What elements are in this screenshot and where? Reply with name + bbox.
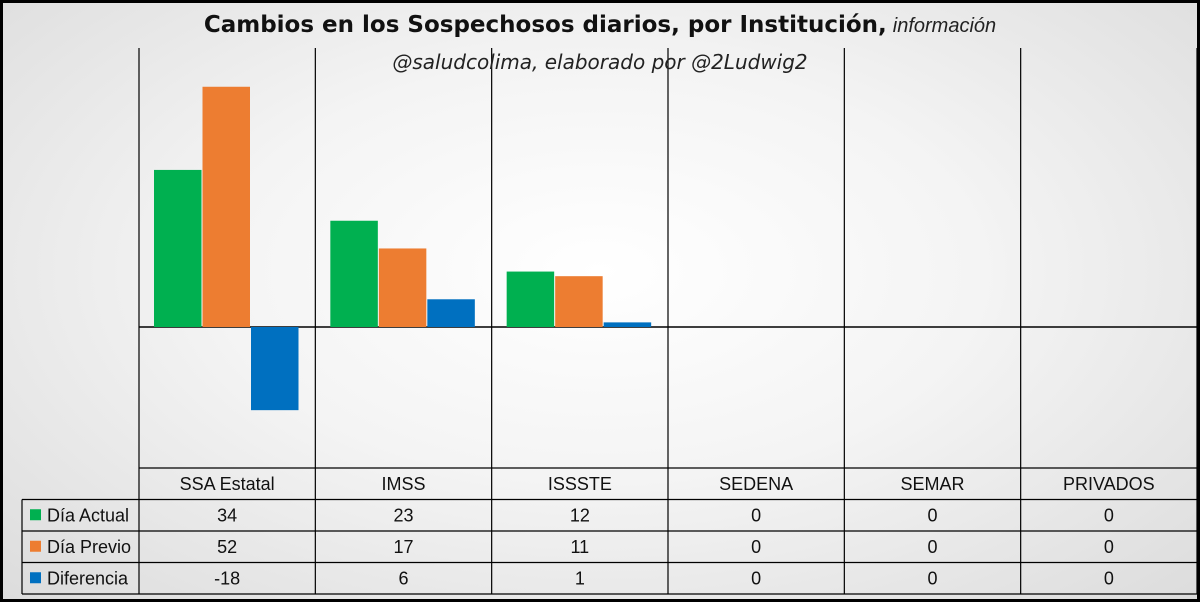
legend-key-diferencia	[30, 572, 41, 584]
bar-diferencia-issste	[603, 322, 652, 327]
data-value-dia-actual-issste: 12	[570, 505, 590, 525]
data-value-diferencia-sedena: 0	[751, 568, 761, 588]
category-label-privados: PRIVADOS	[1063, 474, 1155, 494]
data-value-dia-previo-privados: 0	[1104, 537, 1114, 557]
bar-dia-previo-issste	[555, 276, 603, 327]
data-value-diferencia-privados: 0	[1104, 568, 1114, 588]
bar-dia-previo-ssa-estatal	[202, 86, 250, 327]
legend-key-dia-previo	[30, 540, 41, 552]
data-value-dia-actual-privados: 0	[1104, 505, 1114, 525]
category-label-ssa-estatal: SSA Estatal	[180, 474, 275, 494]
category-label-imss: IMSS	[381, 474, 425, 494]
legend-key-dia-actual	[30, 509, 41, 521]
data-value-diferencia-semar: 0	[927, 568, 937, 588]
data-table: SSA Estatal IMSS ISSSTE SEDENA SEMAR PRIVADOS…	[21, 467, 1197, 595]
category-label-semar: SEMAR	[900, 474, 964, 494]
series-label-dia-actual: Día Actual	[47, 505, 129, 525]
data-value-dia-previo-issste: 11	[570, 537, 589, 557]
bar-diferencia-imss	[427, 299, 475, 327]
data-value-dia-previo-semar: 0	[927, 537, 937, 557]
data-value-diferencia-issste: 1	[575, 568, 585, 588]
title-tail-text: información	[892, 15, 997, 37]
data-value-dia-actual-imss: 23	[393, 505, 413, 525]
chart-title: Cambios en los Sospechosos diarios, por …	[0, 12, 1200, 38]
data-value-dia-actual-sedena: 0	[751, 505, 761, 525]
series-label-dia-previo: Día Previo	[47, 537, 131, 557]
data-value-dia-actual-ssa-estatal: 34	[217, 505, 237, 525]
bar-dia-actual-imss	[330, 220, 378, 327]
grid-lines	[138, 48, 1198, 594]
data-value-dia-actual-semar: 0	[927, 505, 937, 525]
data-value-dia-previo-ssa-estatal: 52	[217, 537, 237, 557]
bar-dia-previo-imss	[378, 248, 427, 327]
data-value-diferencia-imss: 6	[398, 568, 408, 588]
title-text: Cambios en los Sospechosos diarios, por …	[203, 12, 887, 38]
bars	[154, 86, 652, 411]
chart-subtitle: @saludcolima, elaborado por @2Ludwig2	[392, 50, 808, 74]
category-label-issste: ISSSTE	[548, 474, 612, 494]
data-value-diferencia-ssa-estatal: -18	[214, 568, 240, 588]
bar-dia-actual-ssa-estatal	[154, 169, 202, 327]
bar-dia-actual-issste	[506, 271, 555, 327]
series-label-diferencia: Diferencia	[47, 568, 129, 588]
category-label-sedena: SEDENA	[719, 474, 793, 494]
bar-diferencia-ssa-estatal	[251, 327, 299, 411]
data-value-dia-previo-imss: 17	[393, 537, 413, 557]
data-value-dia-previo-sedena: 0	[751, 537, 761, 557]
